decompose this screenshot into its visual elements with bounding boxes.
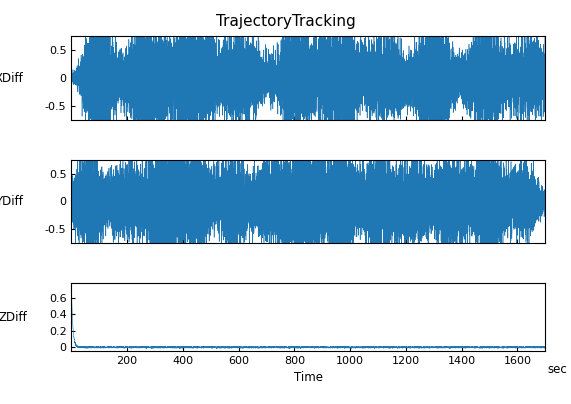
Y-axis label: YDiff: YDiff	[0, 195, 23, 208]
Text: sec: sec	[547, 363, 567, 376]
Y-axis label: ZDiff: ZDiff	[0, 311, 27, 324]
X-axis label: Time: Time	[294, 370, 323, 383]
Y-axis label: XDiff: XDiff	[0, 72, 23, 85]
Text: TrajectoryTracking: TrajectoryTracking	[216, 14, 355, 29]
